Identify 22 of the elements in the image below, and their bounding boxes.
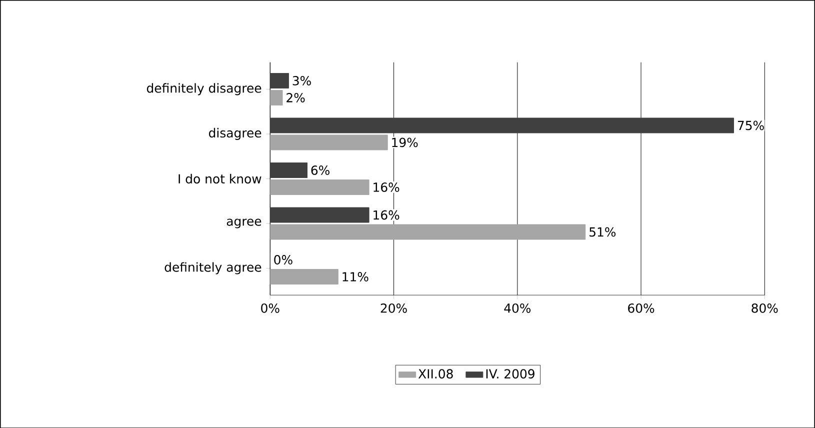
y-tick-label: definitely disagree: [146, 82, 262, 96]
x-tick-label: 60%: [628, 303, 654, 313]
x-tick-label: 0%: [261, 303, 280, 313]
data-label: 51%: [590, 227, 616, 236]
data-label: 16%: [374, 210, 400, 220]
data-label: 3%: [292, 76, 311, 86]
x-tick-label: 20%: [380, 303, 407, 313]
data-label: 6%: [311, 165, 330, 175]
data-label: 19%: [392, 138, 418, 147]
y-tick-label: agree: [226, 218, 262, 228]
legend-label: XII.08: [418, 368, 453, 378]
data-label: 0%: [274, 254, 292, 264]
y-tick-label: disagree: [208, 128, 262, 140]
legend-label: IV. 2009: [486, 368, 534, 378]
x-tick-label: 40%: [504, 303, 531, 313]
x-tick-label: 80%: [752, 303, 778, 313]
data-label: 11%: [342, 272, 368, 282]
y-tick-label: I do not know: [178, 174, 262, 184]
data-label: 75%: [738, 120, 764, 130]
data-label: 16%: [374, 182, 400, 192]
y-tick-label: definitely agree: [164, 262, 262, 274]
data-label: 2%: [286, 92, 305, 102]
